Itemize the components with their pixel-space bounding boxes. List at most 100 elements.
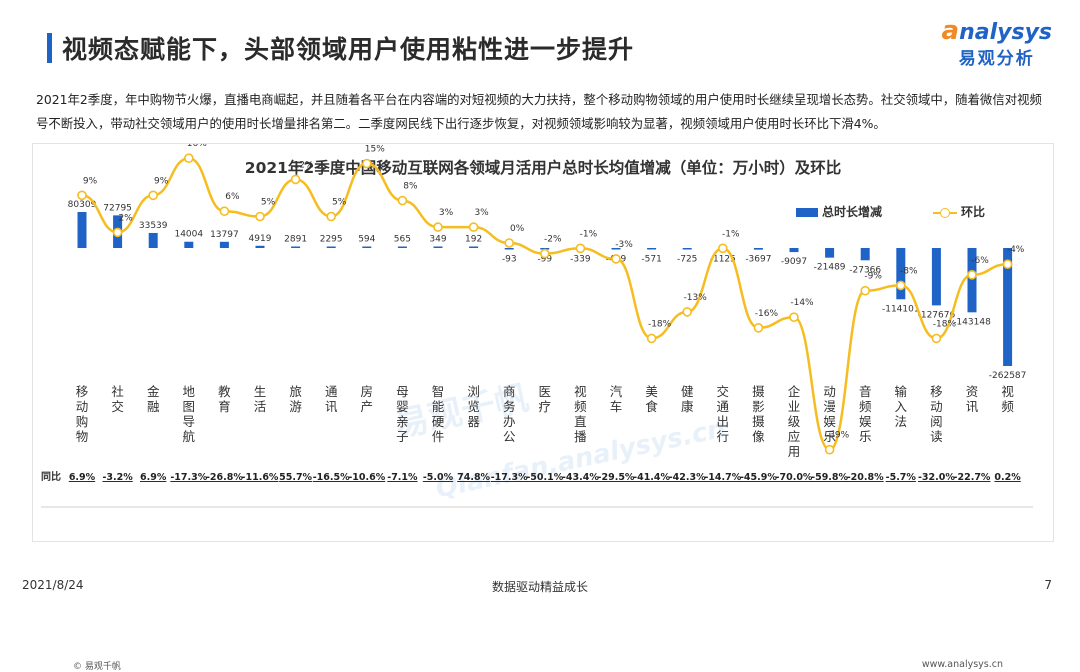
- bar-21: [825, 248, 835, 258]
- yoy-value-5: -11.6%: [242, 472, 279, 483]
- line-point-0: [77, 190, 87, 201]
- category-label-13: 医疗: [539, 384, 552, 414]
- bar-value-label-10: 349: [429, 235, 446, 245]
- yoy-value-10: -5.0%: [423, 472, 454, 483]
- category-label-23: 输入法: [895, 384, 908, 429]
- pct-label-2: 9%: [154, 176, 169, 186]
- category-label-3: 地图导航: [183, 384, 196, 444]
- category-label-11: 浏览器: [467, 384, 480, 429]
- bar-value-label-22: -27366: [849, 265, 881, 275]
- yoy-value-14: -43.4%: [562, 472, 599, 483]
- line-point-6: [290, 174, 301, 185]
- yoy-value-6: 55.7%: [279, 472, 312, 483]
- analysys-logo: analysys 易观分析: [942, 16, 1052, 69]
- pct-label-21: -39%: [826, 431, 850, 441]
- category-label-20: 企业级应用: [788, 384, 801, 459]
- bar-value-label-5: 4919: [249, 234, 272, 244]
- pct-label-18: -1%: [722, 229, 740, 239]
- pct-label-9: 8%: [403, 182, 418, 192]
- line-point-15: [611, 254, 621, 264]
- bar-value-label-25: -143148: [953, 317, 991, 327]
- category-label-21: 动漫娱乐: [823, 384, 836, 444]
- category-label-16: 美食: [645, 384, 658, 414]
- bar-value-label-1: 72795: [103, 203, 132, 213]
- pct-label-14: -1%: [580, 229, 598, 239]
- logo-word-rest: nalysys: [959, 20, 1052, 45]
- line-point-18: [717, 243, 728, 254]
- title-accent-bar: [47, 33, 52, 63]
- bar-value-label-26: -262587: [989, 371, 1027, 381]
- bar-4: [219, 241, 229, 248]
- bar-value-label-2: 33539: [139, 221, 168, 231]
- legend-line: 环比: [933, 203, 985, 220]
- yoy-value-22: -20.8%: [847, 472, 884, 483]
- bar-value-label-0: 80309: [68, 200, 97, 210]
- bar-26: [1003, 248, 1013, 366]
- bar-value-label-21: -21489: [814, 263, 846, 273]
- bar-3: [184, 241, 194, 248]
- category-label-0: 移动购物: [76, 384, 89, 444]
- pct-label-4: 6%: [225, 192, 240, 202]
- chart-svg: 80309 72795 33539 14004 13797 4919 2891 2295 594…: [41, 144, 1033, 508]
- category-label-24: 移动阅读: [930, 384, 943, 444]
- yoy-value-24: -32.0%: [918, 472, 955, 483]
- bar-value-label-6: 2891: [284, 235, 307, 245]
- bar-5: [255, 245, 265, 248]
- bar-11: [469, 246, 479, 248]
- line-point-20: [789, 312, 799, 322]
- category-label-12: 商务办公: [503, 384, 516, 444]
- footer-date: 2021/8/24: [22, 578, 84, 592]
- line-point-26: [1002, 259, 1013, 269]
- bar-25: [967, 248, 977, 313]
- bar-23: [896, 248, 906, 300]
- line-point-19: [753, 323, 764, 333]
- category-label-6: 旅游: [289, 384, 302, 414]
- category-label-2: 金融: [147, 384, 160, 414]
- bar-value-label-17: -725: [677, 255, 697, 265]
- category-label-5: 生活: [254, 384, 267, 414]
- category-label-15: 汽车: [610, 384, 623, 414]
- line-point-7: [326, 211, 337, 222]
- logo-chinese: 易观分析: [958, 49, 1035, 69]
- category-label-26: 视频: [1001, 384, 1014, 414]
- line-point-4: [219, 206, 230, 216]
- bar-9: [397, 246, 407, 248]
- yoy-value-21: -59.8%: [811, 472, 848, 483]
- bar-value-label-13: -99: [537, 255, 552, 265]
- line-point-23: [895, 280, 906, 291]
- pct-label-26: -4%: [1007, 245, 1025, 255]
- bar-10: [433, 246, 443, 248]
- line-point-16: [646, 333, 657, 344]
- pct-label-10: 3%: [439, 208, 454, 218]
- category-label-4: 教育: [218, 384, 231, 414]
- page-title: 视频态赋能下，头部领域用户使用粘性进一步提升: [62, 35, 635, 64]
- site-url: www.analysys.cn: [921, 659, 1003, 670]
- bar-value-label-9: 565: [394, 235, 411, 245]
- line-point-17: [682, 307, 693, 317]
- pct-label-5: 5%: [261, 198, 276, 208]
- yoy-value-12: -17.3%: [491, 472, 528, 483]
- yoy-value-19: -45.9%: [740, 472, 777, 483]
- line-point-24: [931, 333, 942, 344]
- legend-bar-label: 总时长增减: [822, 205, 883, 219]
- bar-8: [362, 246, 372, 248]
- bar-22: [860, 248, 870, 261]
- category-label-14: 视频直播: [574, 384, 587, 444]
- category-label-19: 摄影摄像: [752, 384, 765, 444]
- pct-label-22: -9%: [864, 272, 882, 282]
- pct-label-3: 16%: [187, 144, 207, 149]
- yoy-value-18: -14.7%: [704, 472, 741, 483]
- category-label-22: 音频娱乐: [859, 384, 872, 444]
- yoy-value-1: -3.2%: [102, 472, 133, 483]
- line-point-14: [575, 243, 586, 254]
- bar-value-label-14: -339: [570, 255, 591, 265]
- pct-label-17: -13%: [684, 293, 708, 303]
- legend-bar: 总时长增减: [796, 203, 882, 220]
- line-point-9: [397, 195, 408, 206]
- bar-value-label-4: 13797: [210, 230, 239, 240]
- pct-label-19: -16%: [755, 309, 779, 319]
- bar-19: [753, 248, 763, 250]
- pct-label-13: -2%: [544, 235, 562, 245]
- bar-value-label-18: -1125: [710, 255, 736, 265]
- bar-15: [611, 248, 621, 250]
